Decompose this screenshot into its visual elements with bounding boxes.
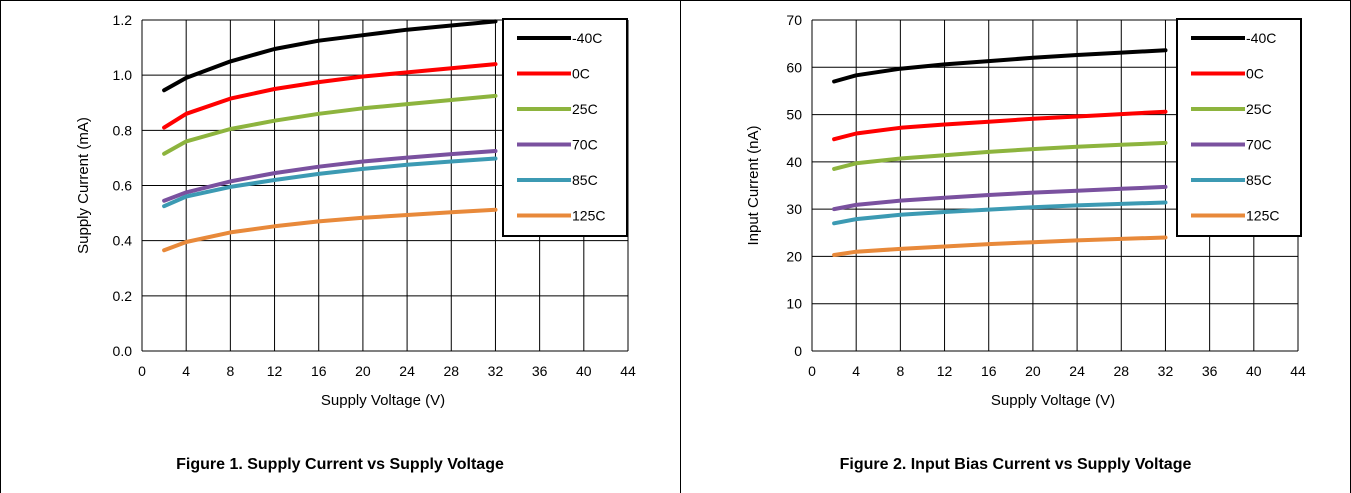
series-line-70c [832, 184, 1168, 212]
supply-current-chart: 0 4 8 12 16 20 24 28 32 36 40 44 0.0 0.2 0.4 0.6 0.8 1.0 1… [75, 12, 636, 409]
x-tick-label: 4 [852, 363, 860, 379]
series-line-0c [162, 62, 498, 130]
x-tick-label: 44 [1290, 363, 1306, 379]
legend-box [502, 18, 628, 237]
y-tick-label: 20 [786, 248, 802, 264]
frame-left-border [0, 0, 1, 493]
x-tick-label: 36 [532, 363, 548, 379]
x-tick-label: 12 [267, 363, 283, 379]
x-tick-label: 24 [1069, 363, 1085, 379]
x-tick-label: 44 [620, 363, 636, 379]
legend-label-0c: 0C [1246, 66, 1264, 82]
x-tick-label: 40 [1246, 363, 1262, 379]
figure-1-panel: 0 4 8 12 16 20 24 28 32 36 40 44 0.0 0.2 0.4 0.6 0.8 1.0 1… [75, 12, 636, 409]
series-line-125c [162, 207, 498, 253]
y-tick-label: 0.2 [113, 288, 133, 304]
y-axis-label: Supply Current (mA) [75, 117, 92, 254]
x-tick-label: 8 [896, 363, 904, 379]
x-tick-label: 0 [138, 363, 146, 379]
y-tick-label: 30 [786, 201, 802, 217]
x-tick-label: 40 [576, 363, 592, 379]
legend-label-125c: 125C [572, 208, 605, 224]
series-line-85c [162, 156, 498, 209]
x-tick-label: 32 [488, 363, 504, 379]
legend-box [1176, 18, 1302, 237]
series-line-0c [832, 109, 1168, 142]
legend-label-125c: 125C [1246, 208, 1279, 224]
x-tick-label: 28 [1113, 363, 1129, 379]
y-tick-label: 40 [786, 154, 802, 170]
series-line-70c [162, 149, 498, 203]
x-tick-label: 12 [937, 363, 953, 379]
y-tick-label: 60 [786, 59, 802, 75]
input-bias-current-chart: 0 4 8 12 16 20 24 28 32 36 40 44 0 10 20 30 40 50 60 70 Supp… [745, 12, 1306, 409]
legend-label-70c: 70C [572, 137, 598, 153]
series-line-25c [832, 140, 1168, 171]
legend-label-0c: 0C [572, 66, 590, 82]
y-tick-label: 0.6 [113, 178, 133, 194]
x-tick-label: 0 [808, 363, 816, 379]
x-tick-label: 24 [399, 363, 415, 379]
legend-label-70c: 70C [1246, 137, 1272, 153]
figure-2-caption: Figure 2. Input Bias Current vs Supply V… [839, 456, 1192, 473]
figure-2-panel: 0 4 8 12 16 20 24 28 32 36 40 44 0 10 20 30 40 50 60 70 Supp… [681, 0, 1350, 493]
series-line-25c [162, 93, 498, 156]
legend-label-25c: 25C [1246, 101, 1272, 117]
legend-label-85c: 85C [1246, 172, 1272, 188]
x-tick-label: 4 [182, 363, 190, 379]
legend-label-m40c: -40C [1246, 30, 1276, 46]
x-tick-label: 16 [981, 363, 997, 379]
legend-label-25c: 25C [572, 101, 598, 117]
series-line-85c [832, 200, 1168, 226]
y-tick-label: 0.4 [113, 233, 133, 249]
y-tick-label: 0.0 [113, 343, 133, 359]
x-tick-label: 20 [1025, 363, 1041, 379]
y-tick-label: 50 [786, 107, 802, 123]
legend-label-m40c: -40C [572, 30, 602, 46]
legend-label-85c: 85C [572, 172, 598, 188]
series-line-m40c [162, 19, 498, 93]
y-tick-label: 10 [786, 296, 802, 312]
x-tick-label: 20 [355, 363, 371, 379]
y-tick-label: 0.8 [113, 122, 133, 138]
x-tick-label: 32 [1158, 363, 1174, 379]
figure-1-caption: Figure 1. Supply Current vs Supply Volta… [176, 456, 504, 473]
x-tick-label: 28 [443, 363, 459, 379]
x-tick-label: 16 [311, 363, 327, 379]
y-tick-label: 1.0 [113, 67, 133, 83]
y-tick-label: 1.2 [113, 12, 133, 28]
frame-top-border [0, 0, 1351, 1]
series-line-m40c [832, 48, 1168, 84]
x-tick-label: 8 [226, 363, 234, 379]
y-tick-label: 0 [794, 343, 802, 359]
x-axis-label: Supply Voltage (V) [321, 392, 445, 409]
series-line-125c [832, 235, 1168, 257]
x-tick-label: 36 [1202, 363, 1218, 379]
y-tick-label: 70 [786, 12, 802, 28]
y-axis-label: Input Current (nA) [745, 125, 762, 245]
frame-divider [680, 0, 681, 493]
x-axis-label: Supply Voltage (V) [991, 392, 1115, 409]
